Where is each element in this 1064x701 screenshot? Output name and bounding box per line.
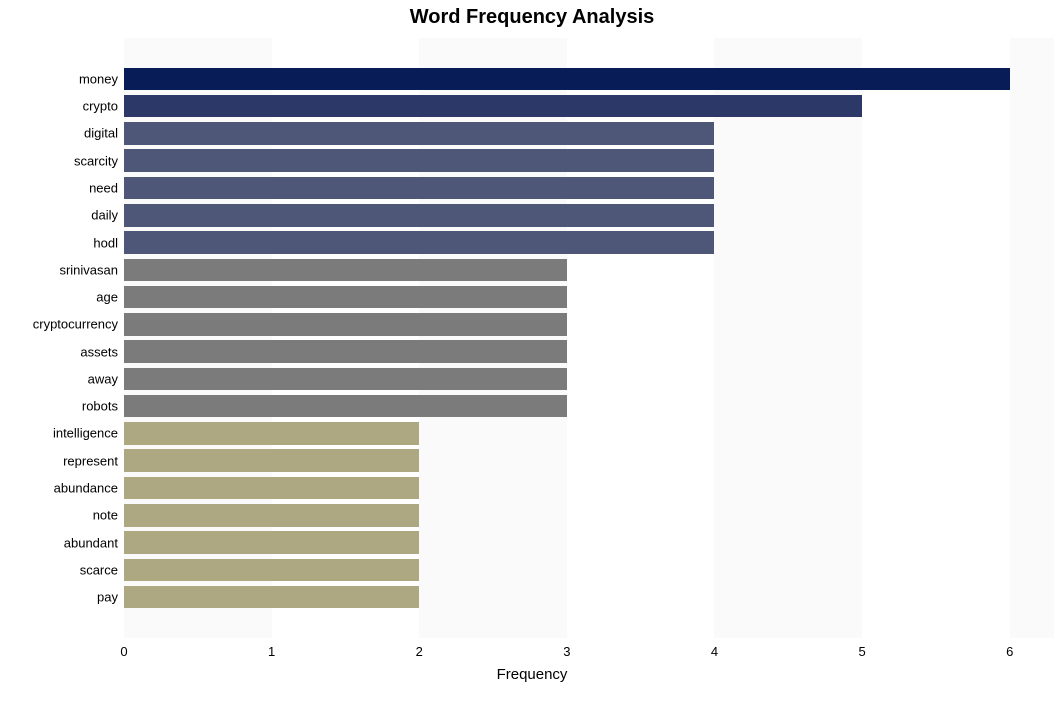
x-tick-label: 3: [563, 644, 570, 659]
chart-title: Word Frequency Analysis: [0, 6, 1064, 29]
bar-row: away: [124, 368, 1054, 391]
y-tick-label: robots: [82, 399, 124, 414]
y-tick-label: srinivasan: [59, 262, 124, 277]
y-tick-label: crypto: [83, 99, 124, 114]
x-tick-label: 1: [268, 644, 275, 659]
y-tick-label: scarcity: [74, 153, 124, 168]
bar: [124, 395, 567, 418]
bar-row: intelligence: [124, 422, 1054, 445]
bar-row: digital: [124, 122, 1054, 145]
y-tick-label: cryptocurrency: [33, 317, 124, 332]
bar-row: age: [124, 286, 1054, 309]
bar: [124, 422, 419, 445]
bar-row: robots: [124, 395, 1054, 418]
x-tick-label: 0: [120, 644, 127, 659]
bar: [124, 368, 567, 391]
bar-row: scarcity: [124, 149, 1054, 172]
bar: [124, 68, 1010, 91]
bar-row: srinivasan: [124, 259, 1054, 282]
bar-row: money: [124, 68, 1054, 91]
x-tick-label: 4: [711, 644, 718, 659]
bar-row: abundance: [124, 477, 1054, 500]
y-tick-label: hodl: [93, 235, 124, 250]
y-tick-label: age: [96, 290, 124, 305]
bar-row: pay: [124, 586, 1054, 609]
y-tick-label: intelligence: [53, 426, 124, 441]
x-tick-label: 2: [416, 644, 423, 659]
y-tick-label: pay: [97, 590, 124, 605]
bar: [124, 231, 714, 254]
bar-row: need: [124, 177, 1054, 200]
bar-row: cryptocurrency: [124, 313, 1054, 336]
y-tick-label: digital: [84, 126, 124, 141]
bar-row: scarce: [124, 559, 1054, 582]
bar: [124, 149, 714, 172]
x-tick-label: 5: [858, 644, 865, 659]
bar: [124, 204, 714, 227]
bar: [124, 340, 567, 363]
bar-row: crypto: [124, 95, 1054, 118]
plot-area: money crypto digital scarcity need daily hodl s…: [124, 38, 1054, 638]
bar-row: note: [124, 504, 1054, 527]
bar: [124, 559, 419, 582]
y-tick-label: assets: [80, 344, 124, 359]
y-tick-label: abundance: [54, 480, 124, 495]
y-tick-label: scarce: [80, 562, 124, 577]
bar: [124, 477, 419, 500]
bar-row: assets: [124, 340, 1054, 363]
x-axis-title: Frequency: [0, 666, 1064, 683]
y-tick-label: money: [79, 71, 124, 86]
bar: [124, 586, 419, 609]
bar: [124, 531, 419, 554]
x-tick-label: 6: [1006, 644, 1013, 659]
bar: [124, 259, 567, 282]
y-tick-label: abundant: [64, 535, 124, 550]
word-frequency-chart: Word Frequency Analysis moneycryptodigit…: [0, 0, 1064, 701]
y-tick-label: daily: [91, 208, 124, 223]
bar: [124, 449, 419, 472]
y-tick-label: away: [88, 371, 124, 386]
y-tick-label: need: [89, 180, 124, 195]
bar: [124, 122, 714, 145]
bar-row: daily: [124, 204, 1054, 227]
y-tick-label: note: [93, 508, 124, 523]
bar-row: represent: [124, 449, 1054, 472]
bar: [124, 286, 567, 309]
bar: [124, 177, 714, 200]
y-tick-label: represent: [63, 453, 124, 468]
bar-row: abundant: [124, 531, 1054, 554]
bar: [124, 504, 419, 527]
bar: [124, 95, 862, 118]
bar-row: hodl: [124, 231, 1054, 254]
bar: [124, 313, 567, 336]
